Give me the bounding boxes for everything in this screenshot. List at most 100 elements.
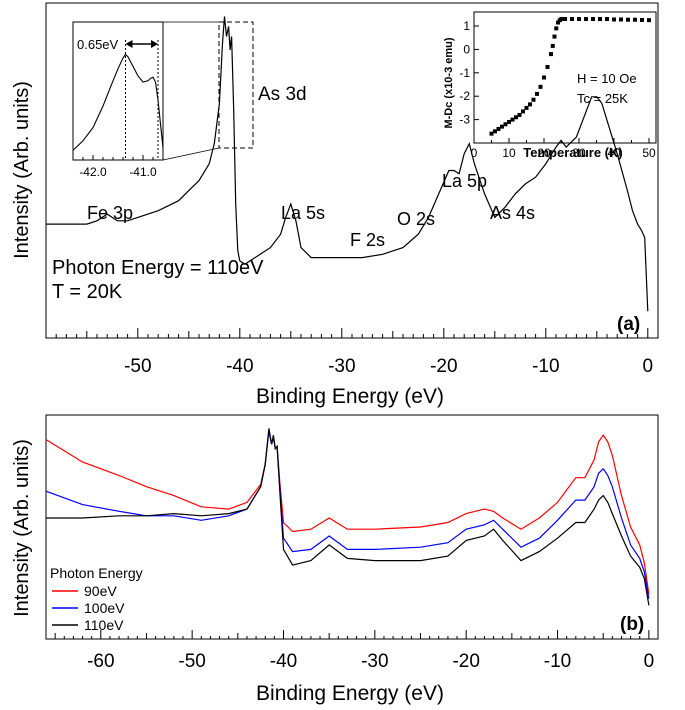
inset-zoom: -42.0 -41.0 0.65eV xyxy=(72,21,164,179)
inset-mag-point xyxy=(584,17,588,22)
inset-mag-point xyxy=(550,43,555,48)
panel-b: -60 -50 -40 -30 -20 -10 0 Binding Energy (eV) … xyxy=(11,414,659,705)
panel-a-spectrum-line xyxy=(46,16,649,312)
panel-b-frame xyxy=(45,414,659,640)
inset-mag-point xyxy=(591,17,595,22)
inset-mag-point xyxy=(552,34,557,39)
inset-mag-x-tick-label: 50 xyxy=(642,146,656,160)
inset-mag-point xyxy=(626,17,630,22)
inset-mag-point xyxy=(563,17,567,22)
inset-mag-point xyxy=(500,124,504,129)
panel-a-x-tick-labels: -50 -40 -30 -20 -10 0 xyxy=(124,356,653,377)
inset-zoom-frame xyxy=(72,21,164,161)
panel-b-legend: Photon Energy 90eV 100eV 110eV xyxy=(50,565,143,633)
inset-mag-y-tick-labels: 1 0 -1 -2 -3 xyxy=(459,19,470,127)
inset-mag-point xyxy=(496,126,501,131)
inset-mag-tc: Tc = 25K xyxy=(577,91,628,106)
panel-b-x-tick-label: -10 xyxy=(544,651,571,672)
panel-a-x-tick-label: -20 xyxy=(430,356,457,377)
inset-mag-point xyxy=(542,75,546,80)
inset-mag-point xyxy=(559,17,564,22)
inset-mag-point xyxy=(545,64,550,69)
panel-a-label: (a) xyxy=(617,314,640,335)
inset-mag-point xyxy=(514,115,518,120)
legend-label-90ev: 90eV xyxy=(84,583,117,599)
panel-b-x-ticks xyxy=(45,630,659,639)
panel-b-series-line-0 xyxy=(45,430,650,595)
inset-mag-point xyxy=(612,17,616,22)
inset-mag-point xyxy=(554,26,559,31)
panel-b-y-axis-label: Intensity (Arb. units) xyxy=(11,439,33,617)
inset-mag-y-tick-label: -3 xyxy=(459,113,470,127)
panel-b-x-tick-label: 0 xyxy=(644,651,655,672)
panel-b-series-line-2 xyxy=(46,428,650,606)
inset-mag-x-tick-label: 30 xyxy=(572,146,586,160)
panel-a-x-tick-label: -30 xyxy=(328,356,355,377)
inset-mag-point xyxy=(489,131,494,136)
panel-b-x-tick-label: -30 xyxy=(361,651,388,672)
inset-mag-point xyxy=(493,129,497,134)
zoom-region-box xyxy=(218,21,254,149)
inset-zoom-tick-label: -41.0 xyxy=(129,165,157,179)
panel-a-x-tick-label: -40 xyxy=(226,356,253,377)
inset-mag-point xyxy=(503,122,508,127)
peak-label-fe3p: Fe 3p xyxy=(87,203,133,223)
peak-label-la5s: La 5s xyxy=(281,203,325,223)
inset-mag-x-tick-label: 20 xyxy=(537,146,551,160)
inset-mag-point xyxy=(605,17,609,22)
panel-a-x-tick-label: 0 xyxy=(643,356,654,377)
inset-mag-point xyxy=(535,91,539,96)
inset-mag-point xyxy=(598,17,602,22)
inset-zoom-arrowhead-right xyxy=(151,40,158,48)
inset-mag-point xyxy=(521,109,525,114)
panel-b-label: (b) xyxy=(620,614,644,635)
zoom-connector-bottom xyxy=(162,147,220,161)
inset-mag-x-axis-label: Temperature (K) xyxy=(523,145,622,160)
inset-zoom-annotation: 0.65eV xyxy=(77,37,119,52)
inset-mag-ticks xyxy=(473,25,650,143)
legend-title: Photon Energy xyxy=(50,565,143,581)
photon-energy-text: Photon Energy = 110eV xyxy=(52,257,264,279)
peak-label-f2s: F 2s xyxy=(350,230,385,250)
panel-a-x-axis-label: Binding Energy (eV) xyxy=(256,385,444,408)
inset-mag-y-tick-label: -1 xyxy=(459,66,470,80)
inset-mag-x-tick-label: 40 xyxy=(607,146,621,160)
peak-label-o2s: O 2s xyxy=(397,209,435,229)
panel-b-x-tick-labels: -60 -50 -40 -30 -20 -10 0 xyxy=(87,651,654,672)
inset-zoom-arrowhead-left xyxy=(125,40,133,48)
temperature-text: T = 20K xyxy=(52,281,123,303)
inset-mag-point xyxy=(549,52,553,57)
panel-b-x-tick-label: -20 xyxy=(452,651,479,672)
panel-a-x-tick-label: -10 xyxy=(532,356,559,377)
inset-mag-point xyxy=(507,119,511,124)
inset-mag-point xyxy=(524,105,529,110)
inset-mag-point xyxy=(619,17,623,22)
peak-label-as3d: As 3d xyxy=(258,84,307,105)
inset-mag-y-tick-label: -2 xyxy=(459,89,470,103)
inset-mag-field: H = 10 Oe xyxy=(577,71,637,86)
panel-a-y-axis-label: Intensity (Arb. units) xyxy=(11,81,33,259)
panel-a: -50 -40 -30 -20 -10 0 Binding Energy (eV) Int… xyxy=(11,2,659,408)
inset-zoom-tick-labels: -42.0 -41.0 xyxy=(79,165,157,179)
inset-mag-point xyxy=(640,17,644,22)
inset-zoom-tick-label: -42.0 xyxy=(79,165,107,179)
inset-mag-point xyxy=(577,17,581,22)
inset-mag-frame xyxy=(473,11,657,144)
panel-b-x-tick-label: -50 xyxy=(178,651,205,672)
inset-mag-point xyxy=(633,17,637,22)
inset-zoom-ticks xyxy=(72,155,154,160)
peak-label-la5p: La 5p xyxy=(442,171,487,191)
inset-mag-y-tick-label: 0 xyxy=(463,42,470,56)
inset-mag-points xyxy=(489,17,651,136)
inset-mag-x-tick-label: 0 xyxy=(471,146,478,160)
inset-mag-x-tick-labels: 0 10 20 30 40 50 xyxy=(471,146,656,160)
inset-mag-point xyxy=(570,17,574,22)
legend-label-110ev: 110eV xyxy=(84,617,124,633)
panel-b-x-tick-label: -40 xyxy=(270,651,297,672)
panel-b-series xyxy=(45,428,650,606)
panel-b-x-tick-label: -60 xyxy=(87,651,114,672)
inset-mag-point xyxy=(510,117,515,122)
inset-mag-y-tick-label: 1 xyxy=(463,19,470,33)
inset-mag-x-tick-label: 10 xyxy=(502,146,516,160)
